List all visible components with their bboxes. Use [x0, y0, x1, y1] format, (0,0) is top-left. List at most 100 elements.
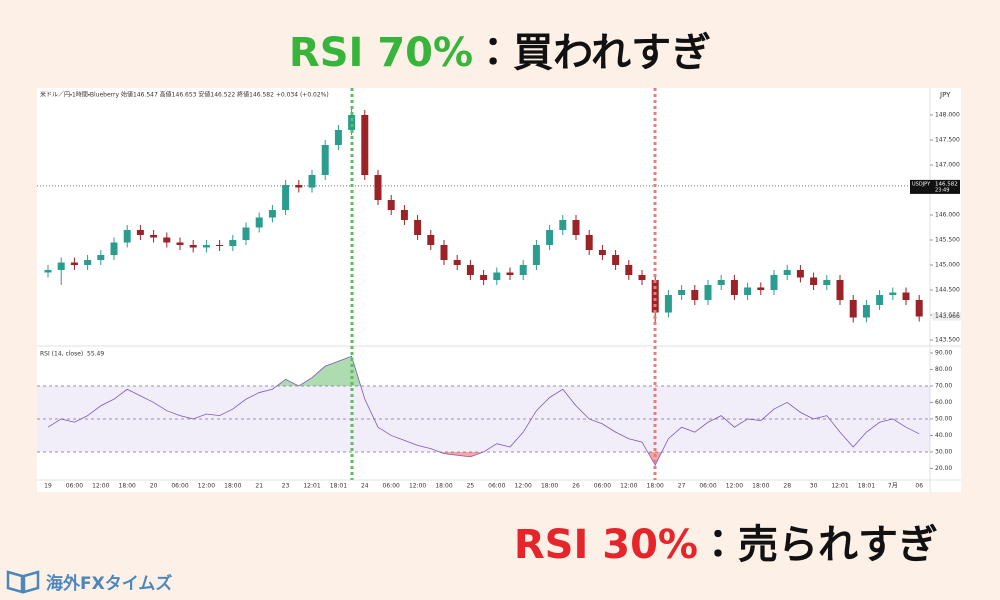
y-tick-label: 143.500 [935, 337, 960, 344]
candle-body [730, 280, 738, 295]
x-tick-label: 25 [467, 483, 475, 490]
candle-body [823, 280, 831, 285]
candle-body [440, 245, 448, 260]
headline-rsi: RSI 70% [288, 30, 474, 76]
x-tick-label: 12:00 [92, 483, 109, 490]
headline-top: RSI 70%：買われすぎ [0, 20, 1000, 78]
price-tag [910, 179, 960, 194]
x-tick-label: 18:00 [224, 483, 241, 490]
y-tick-label: 20.00 [935, 465, 952, 472]
x-tick-label: 7月 [888, 483, 898, 490]
candle-body [466, 265, 474, 275]
x-tick-label: 18:00 [647, 483, 664, 490]
candle-body [810, 277, 818, 285]
price-tag-value: 146.582 [935, 181, 958, 187]
x-tick-label: 23 [282, 483, 290, 490]
y-tick-label: 146.000 [935, 212, 960, 219]
candle-body [453, 260, 461, 265]
x-tick-label: 06 [915, 483, 923, 490]
headline-text: ：売られすぎ [698, 522, 938, 568]
y-tick-label: 80.00 [935, 366, 952, 373]
x-tick-label: 30 [810, 483, 818, 490]
candle-body [783, 270, 791, 275]
x-tick-label: 27 [678, 483, 686, 490]
candle-body [532, 245, 540, 265]
candle-body [400, 210, 408, 220]
candle-body [70, 262, 78, 265]
headline-text: ：買われすぎ [473, 30, 712, 76]
candle-body [242, 227, 250, 240]
currency-label: JPY [939, 91, 951, 99]
x-tick-label: 28 [783, 483, 791, 490]
candle-body [282, 185, 290, 210]
y-tick-label: 147.000 [935, 162, 960, 169]
candle-body [744, 287, 752, 295]
x-tick-label: 12:01 [303, 483, 320, 490]
x-tick-label: 06:00 [594, 483, 611, 490]
candle-body [374, 175, 382, 200]
x-tick-label: 06:00 [699, 483, 716, 490]
headline-rsi: RSI 30% [513, 522, 698, 568]
headline-bottom: RSI 30%：売られすぎ [514, 512, 938, 570]
candle-body [572, 220, 580, 235]
x-tick-label: 19 [44, 483, 52, 490]
candle-body [757, 287, 765, 290]
candle-body [876, 295, 884, 305]
x-tick-label: 18:00 [752, 483, 769, 490]
candle-body [150, 235, 158, 238]
candle-body [176, 242, 184, 245]
candle-body [480, 275, 488, 280]
x-tick-label: 12:00 [409, 483, 426, 490]
x-tick-label: 12:01 [831, 483, 848, 490]
rsi-oversold-fill [439, 451, 662, 466]
candle-body [136, 230, 144, 235]
candle-body [902, 292, 910, 300]
candle-body [678, 290, 686, 295]
rsi-value: 55.49 [87, 351, 104, 358]
x-tick-label: 06:00 [66, 483, 83, 490]
candle-body [295, 185, 303, 188]
y-tick-label: 40.00 [935, 432, 952, 439]
candle-body [836, 280, 844, 300]
rsi-header: RSI (14, close) [40, 351, 83, 358]
x-tick-label: 18:00 [119, 483, 136, 490]
candle-body [334, 130, 342, 145]
candle-body [612, 255, 620, 265]
y-tick-label: 60.00 [935, 399, 952, 406]
x-tick-label: 12:00 [726, 483, 743, 490]
candle-body [84, 260, 92, 265]
candle-body [915, 300, 923, 317]
candle-body [44, 270, 52, 273]
candle-body [889, 292, 897, 295]
x-tick-label: 26 [572, 483, 580, 490]
candle-body [387, 200, 395, 210]
candle-body [414, 220, 422, 235]
candle-body [202, 245, 210, 248]
candle-body [189, 245, 197, 248]
candle-body [493, 272, 501, 280]
candle-body [361, 115, 369, 175]
candle-body [348, 115, 356, 130]
candle-body [110, 242, 118, 255]
rsi-line [47, 355, 920, 466]
price-header: 米ドル／円・1時間・Blueberry 始値146.547 高値146.653 … [40, 91, 329, 99]
candle-body [321, 145, 329, 175]
candle-body [97, 255, 105, 260]
x-tick-label: 06:00 [383, 483, 400, 490]
candle-body [796, 270, 804, 278]
x-tick-label: 12:00 [198, 483, 215, 490]
candle-body [255, 217, 263, 228]
candle-body [862, 305, 870, 318]
candle-body [638, 275, 646, 280]
x-tick-label: 18:00 [541, 483, 558, 490]
chart: 米ドル／円・1時間・Blueberry 始値146.547 高値146.653 … [37, 88, 961, 492]
x-tick-label: 18:01 [858, 483, 875, 490]
candle-body [427, 235, 435, 245]
y-tick-label: 30.00 [935, 448, 952, 455]
y-tick-label: 147.500 [935, 137, 960, 144]
logo-text: 海外FXタイムズ [46, 573, 173, 594]
last-price-tag [932, 312, 961, 321]
x-tick-label: 18:01 [330, 483, 347, 490]
candle-body [598, 250, 606, 255]
